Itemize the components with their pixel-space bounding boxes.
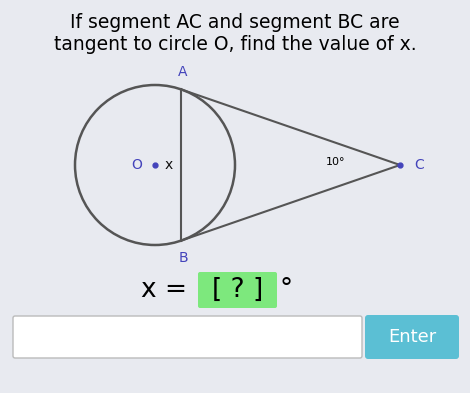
Text: B: B: [178, 251, 188, 264]
Text: 10°: 10°: [326, 157, 345, 167]
FancyBboxPatch shape: [365, 315, 459, 359]
FancyBboxPatch shape: [198, 272, 277, 308]
Text: x: x: [165, 158, 173, 172]
Text: °: °: [280, 277, 293, 303]
Text: [ ? ]: [ ? ]: [212, 277, 263, 303]
Text: C: C: [414, 158, 424, 172]
Text: A: A: [179, 65, 188, 79]
FancyBboxPatch shape: [13, 316, 362, 358]
Text: If segment AC and segment BC are: If segment AC and segment BC are: [70, 13, 400, 31]
Text: O: O: [131, 158, 142, 172]
Text: tangent to circle O, find the value of x.: tangent to circle O, find the value of x…: [54, 35, 416, 55]
Text: x =: x =: [141, 277, 195, 303]
Text: Enter: Enter: [388, 328, 436, 346]
